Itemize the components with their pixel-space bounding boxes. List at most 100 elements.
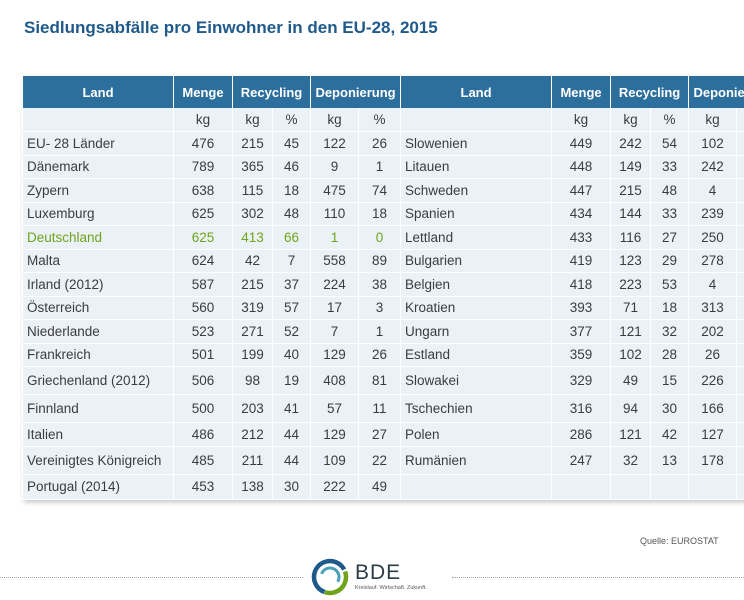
right-deponierung-pct-cell: 69 xyxy=(736,366,744,395)
bde-logo-mark-icon xyxy=(311,558,349,596)
left-land-cell: Dänemark xyxy=(22,155,174,179)
right-deponierung-pct-cell: 1 xyxy=(736,272,744,297)
right-recycling-kg-cell: 71 xyxy=(610,296,652,320)
right-recycling-pct-cell: 28 xyxy=(650,343,690,367)
left-recycling-pct-cell: 18 xyxy=(271,178,312,203)
left-deponierung-kg-cell: 408 xyxy=(310,366,360,395)
left-menge-cell: 506 xyxy=(173,366,233,395)
right-land-cell: Slowakei xyxy=(400,366,553,395)
left-recycling-kg-cell: 203 xyxy=(232,394,273,423)
right-deponierung-kg-cell: 313 xyxy=(688,296,738,320)
right-land-cell: Rumänien xyxy=(400,446,553,475)
left-land-cell: Portugal (2014) xyxy=(22,474,174,500)
left-recycling-pct-cell: 44 xyxy=(271,422,312,447)
right-menge-cell: 377 xyxy=(551,319,612,344)
left-recycling-kg-cell: 413 xyxy=(232,225,273,250)
right-recycling-kg-cell: 149 xyxy=(610,155,652,179)
left-recycling-pct-cell: 45 xyxy=(271,131,312,156)
left-menge-cell: 625 xyxy=(173,225,233,250)
left-menge-cell: 523 xyxy=(173,319,233,344)
right-deponierung-pct-cell: 66 xyxy=(736,249,744,273)
divider-left xyxy=(0,577,303,578)
right-deponierung-pct-cell: 23 xyxy=(736,131,744,156)
table-row: Deutschland 625 413 66 1 0 Lettland 433 116 27 250… xyxy=(22,225,744,250)
left-recycling-kg-cell: 42 xyxy=(232,249,273,273)
right-menge-cell: 433 xyxy=(551,225,612,250)
unit-cell: % xyxy=(271,108,312,132)
left-land-cell: Luxemburg xyxy=(22,202,174,226)
right-land-cell: Polen xyxy=(400,422,553,447)
right-deponierung-pct-cell: 54 xyxy=(736,319,744,344)
unit-cell: % xyxy=(358,108,402,132)
left-deponierung-kg-cell: 129 xyxy=(310,343,360,367)
right-deponierung-kg-cell: 202 xyxy=(688,319,738,344)
right-land-cell: Estland xyxy=(400,343,553,367)
right-recycling-kg-cell: 102 xyxy=(610,343,652,367)
table-row: Malta62442755889Bulgarien4191232927866 xyxy=(22,249,744,273)
table-row: Portugal (2014) 453 138 30 222 49 xyxy=(22,474,744,500)
unit-cell: kg xyxy=(688,108,738,132)
table-row: Finnland 500 203 41 57 11 Tschechien 316 94 30 166… xyxy=(22,394,744,423)
left-land-cell: EU- 28 Länder xyxy=(22,131,174,156)
right-land-cell: Belgien xyxy=(400,272,553,297)
left-recycling-pct-cell: 46 xyxy=(271,155,312,179)
page-title: Siedlungsabfälle pro Einwohner in den EU… xyxy=(24,18,438,37)
right-menge-cell: 434 xyxy=(551,202,612,226)
table-row: Griechenland (2012) 506 98 19 408 81 Slowakei 3… xyxy=(22,366,744,395)
right-deponierung-pct-cell: 53 xyxy=(736,394,744,423)
left-recycling-kg-cell: 215 xyxy=(232,131,273,156)
left-recycling-pct-cell: 52 xyxy=(271,319,312,344)
left-deponierung-pct-cell: 1 xyxy=(358,319,402,344)
right-land-cell: Spanien xyxy=(400,202,553,226)
left-land-cell: Frankreich xyxy=(22,343,174,367)
right-recycling-kg-cell: 49 xyxy=(610,366,652,395)
right-recycling-kg-cell: 121 xyxy=(610,422,652,447)
right-recycling-pct-cell: 54 xyxy=(650,131,690,156)
left-deponierung-pct-cell: 26 xyxy=(358,343,402,367)
left-menge-cell: 501 xyxy=(173,343,233,367)
left-recycling-pct-cell: 41 xyxy=(271,394,312,423)
left-recycling-pct-cell: 48 xyxy=(271,202,312,226)
left-land-cell: Malta xyxy=(22,249,174,273)
left-deponierung-pct-cell: 49 xyxy=(358,474,402,500)
left-deponierung-kg-cell: 475 xyxy=(310,178,360,203)
left-menge-cell: 476 xyxy=(173,131,233,156)
right-land-cell: Slowenien xyxy=(400,131,553,156)
table-row: Luxemburg 625 302 48 110 18 Spanien 434 144 33 239… xyxy=(22,202,744,226)
left-deponierung-pct-cell: 18 xyxy=(358,202,402,226)
right-recycling-kg-cell: 116 xyxy=(610,225,652,250)
right-deponierung-pct-cell: 58 xyxy=(736,225,744,250)
left-menge-cell: 625 xyxy=(173,202,233,226)
left-menge-cell: 638 xyxy=(173,178,233,203)
right-recycling-pct-cell: 53 xyxy=(650,272,690,297)
table-row: Vereinigtes Königreich 485 211 44 109 22 Rumän… xyxy=(22,446,744,475)
unit-cell xyxy=(400,108,553,132)
table-row: Irland (2012) 587 215 37 224 38 Belgien 418 223 5… xyxy=(22,272,744,297)
right-deponierung-kg-cell: 4 xyxy=(688,272,738,297)
right-menge-cell: 286 xyxy=(551,422,612,447)
unit-cell: kg xyxy=(610,108,652,132)
left-deponierung-pct-cell: 22 xyxy=(358,446,402,475)
right-recycling-pct-cell: 30 xyxy=(650,394,690,423)
left-recycling-kg-cell: 212 xyxy=(232,422,273,447)
right-menge-cell: 329 xyxy=(551,366,612,395)
left-deponierung-pct-cell: 0 xyxy=(358,225,402,250)
left-deponierung-kg-cell: 9 xyxy=(310,155,360,179)
right-land-cell: Ungarn xyxy=(400,319,553,344)
right-recycling-pct-cell: 27 xyxy=(650,225,690,250)
header-recycling-left: Recycling xyxy=(231,76,312,108)
left-deponierung-kg-cell: 17 xyxy=(310,296,360,320)
left-land-cell: Irland (2012) xyxy=(22,272,174,297)
right-deponierung-pct-cell: 72 xyxy=(736,446,744,475)
left-land-cell: Italien xyxy=(22,422,174,447)
left-deponierung-kg-cell: 222 xyxy=(310,474,360,500)
left-recycling-kg-cell: 365 xyxy=(232,155,273,179)
left-land-cell: Niederlande xyxy=(22,319,174,344)
header-recycling-right: Recycling xyxy=(610,76,690,108)
right-recycling-kg-cell: 144 xyxy=(610,202,652,226)
right-deponierung-kg-cell: 226 xyxy=(688,366,738,395)
unit-cell: kg xyxy=(173,108,233,132)
left-deponierung-kg-cell: 57 xyxy=(310,394,360,423)
right-land-cell: Litauen xyxy=(400,155,553,179)
table-row: Österreich56031957173Kroatien39371183138… xyxy=(22,296,744,320)
